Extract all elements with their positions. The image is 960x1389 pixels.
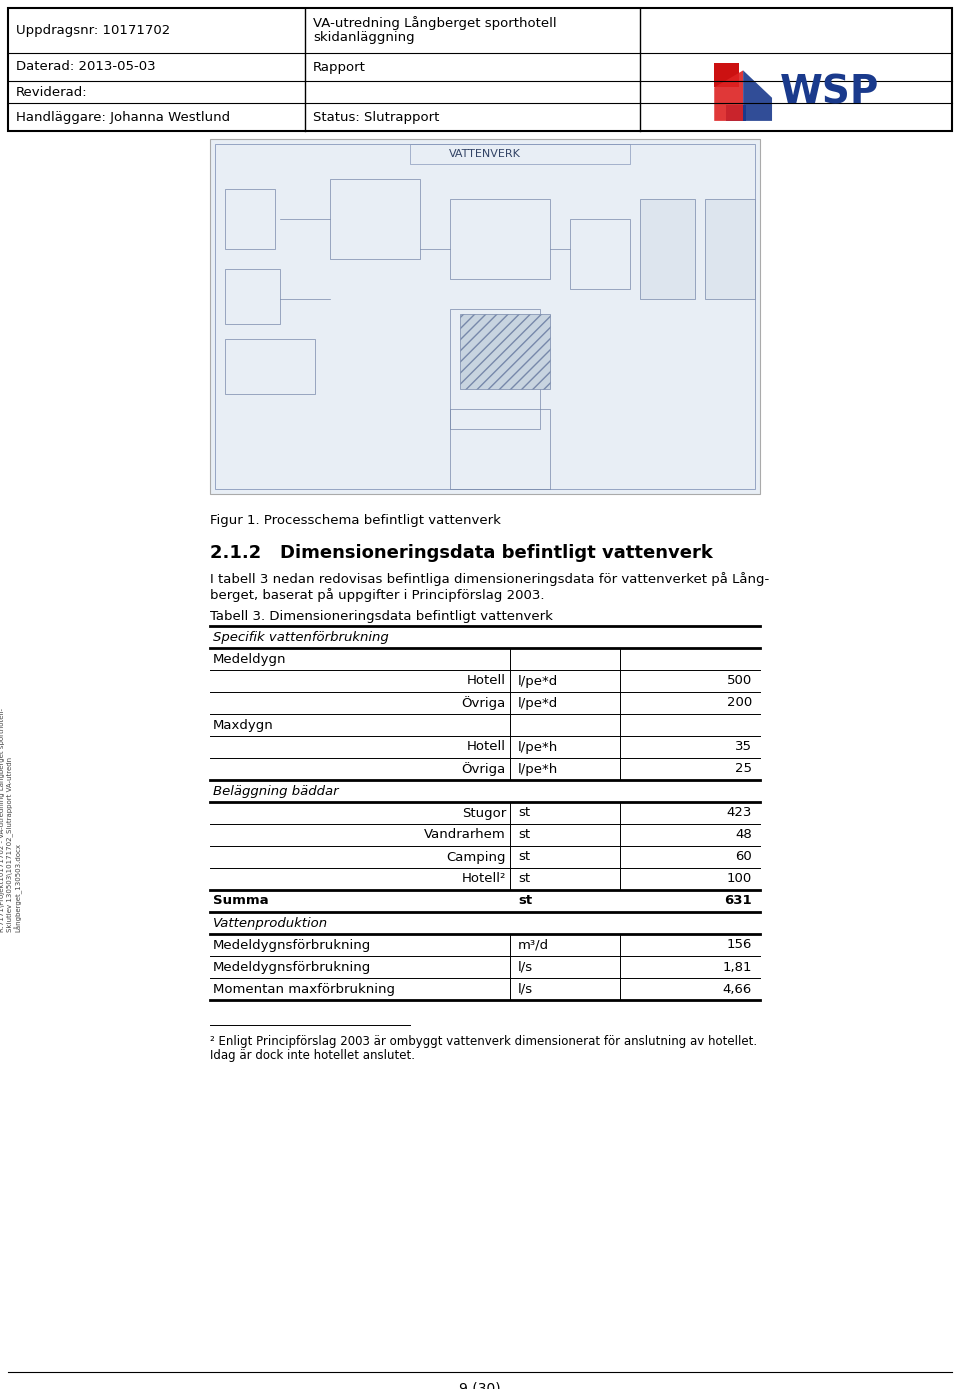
- Bar: [460, 314, 550, 389]
- Text: l/pe*h: l/pe*h: [518, 740, 559, 753]
- Bar: [225, 269, 280, 324]
- Bar: [727, 106, 746, 121]
- Text: I tabell 3 nedan redovisas befintliga dimensioneringsdata för vattenverket på Lå: I tabell 3 nedan redovisas befintliga di…: [210, 572, 769, 586]
- Text: ² Enligt Principförslag 2003 är ombyggt vattenverk dimensionerat för anslutning : ² Enligt Principförslag 2003 är ombyggt …: [210, 1035, 757, 1047]
- Text: Rapport: Rapport: [313, 61, 366, 74]
- Text: l/pe*h: l/pe*h: [518, 763, 559, 775]
- Text: st: st: [518, 828, 530, 842]
- Text: Hotell²: Hotell²: [462, 872, 506, 886]
- Bar: [410, 144, 630, 164]
- Text: Hotell: Hotell: [467, 675, 506, 688]
- Text: 4,66: 4,66: [723, 982, 752, 996]
- Bar: [714, 63, 738, 88]
- Bar: [705, 199, 755, 299]
- Text: 500: 500: [727, 675, 752, 688]
- Bar: [330, 179, 420, 258]
- Text: 100: 100: [727, 872, 752, 886]
- Text: 25: 25: [735, 763, 752, 775]
- Text: Uppdragsnr: 10171702: Uppdragsnr: 10171702: [16, 24, 170, 38]
- Text: m³/d: m³/d: [518, 939, 549, 951]
- Bar: [450, 308, 540, 429]
- Text: 200: 200: [727, 696, 752, 710]
- Text: Vandrarhem: Vandrarhem: [424, 828, 506, 842]
- Bar: [215, 144, 755, 489]
- Text: Specifik vattenförbrukning: Specifik vattenförbrukning: [213, 631, 389, 643]
- Text: 2.1.2   Dimensioneringsdata befintligt vattenverk: 2.1.2 Dimensioneringsdata befintligt vat…: [210, 544, 713, 563]
- Text: 631: 631: [725, 895, 752, 907]
- Text: Reviderad:: Reviderad:: [16, 86, 87, 99]
- Text: 35: 35: [735, 740, 752, 753]
- Bar: [225, 339, 315, 394]
- Text: Idag är dock inte hotellet anslutet.: Idag är dock inte hotellet anslutet.: [210, 1049, 415, 1063]
- Text: Momentan maxförbrukning: Momentan maxförbrukning: [213, 982, 395, 996]
- Text: Daterad: 2013-05-03: Daterad: 2013-05-03: [16, 61, 156, 74]
- Text: Vattenproduktion: Vattenproduktion: [213, 917, 328, 929]
- Polygon shape: [714, 71, 743, 121]
- Text: WSP: WSP: [780, 74, 879, 111]
- Text: Medeldygnsförbrukning: Medeldygnsförbrukning: [213, 961, 372, 974]
- Text: VA-utredning Långberget sporthotell: VA-utredning Långberget sporthotell: [313, 17, 557, 31]
- Text: Medeldygnsförbrukning: Medeldygnsförbrukning: [213, 939, 372, 951]
- Bar: [450, 408, 550, 489]
- Text: Handläggare: Johanna Westlund: Handläggare: Johanna Westlund: [16, 111, 230, 124]
- Text: Beläggning bäddar: Beläggning bäddar: [213, 785, 339, 797]
- Text: skidanläggning: skidanläggning: [313, 32, 415, 44]
- Text: Summa: Summa: [213, 895, 269, 907]
- Text: VATTENVERK: VATTENVERK: [449, 149, 521, 158]
- Text: Status: Slutrapport: Status: Slutrapport: [313, 111, 440, 124]
- Text: Tabell 3. Dimensioneringsdata befintligt vattenverk: Tabell 3. Dimensioneringsdata befintligt…: [210, 610, 553, 624]
- Text: l/s: l/s: [518, 982, 533, 996]
- Text: Medeldygn: Medeldygn: [213, 653, 286, 665]
- Bar: [450, 199, 550, 279]
- Text: l/pe*d: l/pe*d: [518, 675, 559, 688]
- Text: Maxdygn: Maxdygn: [213, 718, 274, 732]
- Text: 423: 423: [727, 807, 752, 820]
- Text: l/s: l/s: [518, 961, 533, 974]
- Text: Övriga: Övriga: [462, 696, 506, 710]
- Text: 60: 60: [735, 850, 752, 864]
- Text: R:7171\Projekt10171702 - VA-utredning Långberget sporthotell-
Skiutlev 130503\10: R:7171\Projekt10171702 - VA-utredning Lå…: [0, 708, 23, 932]
- Bar: [640, 199, 695, 299]
- Text: 1,81: 1,81: [723, 961, 752, 974]
- Bar: [8, 8, 952, 131]
- Bar: [210, 139, 760, 494]
- Text: 156: 156: [727, 939, 752, 951]
- Text: Stugor: Stugor: [462, 807, 506, 820]
- Text: Hotell: Hotell: [467, 740, 506, 753]
- Text: 9 (30): 9 (30): [459, 1381, 501, 1389]
- Bar: [570, 219, 630, 289]
- Bar: [225, 189, 275, 249]
- Text: Camping: Camping: [446, 850, 506, 864]
- Text: Figur 1. Processchema befintligt vattenverk: Figur 1. Processchema befintligt vattenv…: [210, 514, 501, 526]
- Text: 48: 48: [735, 828, 752, 842]
- Text: st: st: [518, 807, 530, 820]
- Text: l/pe*d: l/pe*d: [518, 696, 559, 710]
- Text: st: st: [518, 895, 532, 907]
- Text: st: st: [518, 850, 530, 864]
- Text: berget, baserat på uppgifter i Principförslag 2003.: berget, baserat på uppgifter i Principfö…: [210, 588, 544, 601]
- Text: Övriga: Övriga: [462, 763, 506, 776]
- Text: st: st: [518, 872, 530, 886]
- Polygon shape: [743, 71, 772, 121]
